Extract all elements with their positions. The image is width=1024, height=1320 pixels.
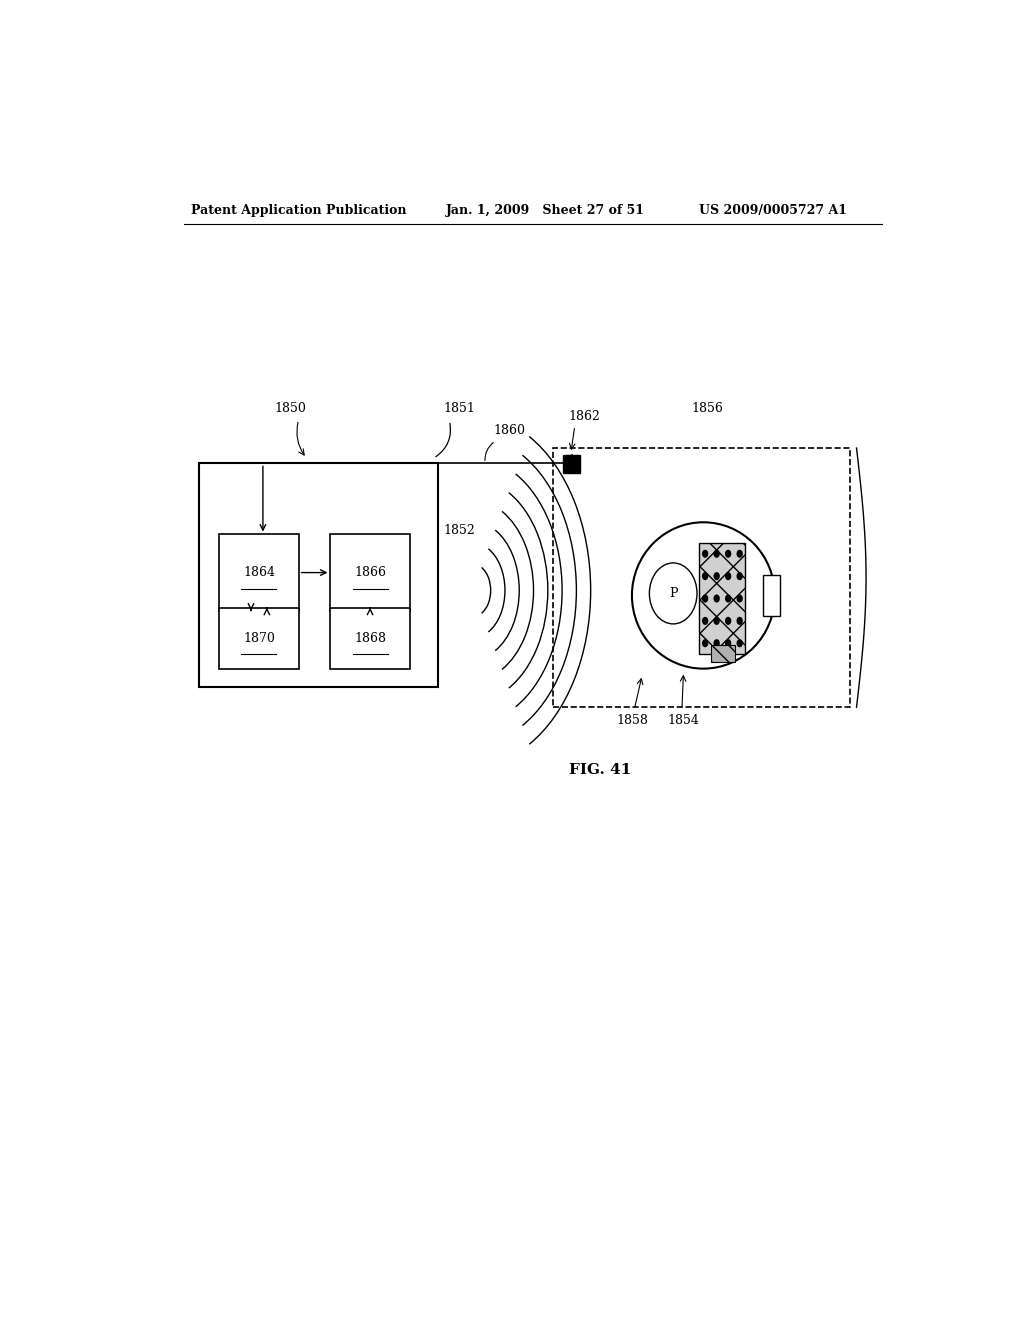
Bar [563,455,581,474]
Text: P: P [669,587,678,599]
Bar [712,645,735,661]
Circle shape [714,616,720,624]
Text: Jan. 1, 2009   Sheet 27 of 51: Jan. 1, 2009 Sheet 27 of 51 [445,205,644,216]
Circle shape [725,639,731,647]
Text: 1858: 1858 [616,714,648,727]
Bar [553,447,850,708]
Circle shape [725,616,731,624]
Circle shape [736,616,742,624]
Text: 1860: 1860 [494,424,525,437]
Circle shape [702,572,709,581]
Bar [219,607,299,669]
Text: 1870: 1870 [243,632,274,644]
Circle shape [714,549,720,558]
Circle shape [714,639,720,647]
Circle shape [702,549,709,558]
Circle shape [714,572,720,581]
Bar [699,543,745,655]
Circle shape [725,594,731,602]
Text: 1852: 1852 [443,524,475,537]
Ellipse shape [632,523,775,669]
Circle shape [649,562,697,624]
Text: 1868: 1868 [354,632,386,644]
Bar [331,607,410,669]
Text: US 2009/0005727 A1: US 2009/0005727 A1 [699,205,848,216]
Text: 1851: 1851 [443,401,476,414]
Text: 1850: 1850 [274,401,307,414]
Bar [219,535,299,611]
Text: FIG. 41: FIG. 41 [569,763,632,777]
Bar [331,535,410,611]
Circle shape [725,549,731,558]
Circle shape [714,594,720,602]
Polygon shape [763,576,780,616]
Circle shape [702,639,709,647]
Bar [200,463,437,686]
Circle shape [736,594,742,602]
Text: Patent Application Publication: Patent Application Publication [191,205,407,216]
Text: 1862: 1862 [568,409,600,422]
Text: 1864: 1864 [243,566,274,579]
Circle shape [736,549,742,558]
Text: 1854: 1854 [668,714,699,727]
Circle shape [725,572,731,581]
Text: 1866: 1866 [354,566,386,579]
Text: 1856: 1856 [691,401,723,414]
Circle shape [702,616,709,624]
Circle shape [702,594,709,602]
Circle shape [736,639,742,647]
Circle shape [736,572,742,581]
